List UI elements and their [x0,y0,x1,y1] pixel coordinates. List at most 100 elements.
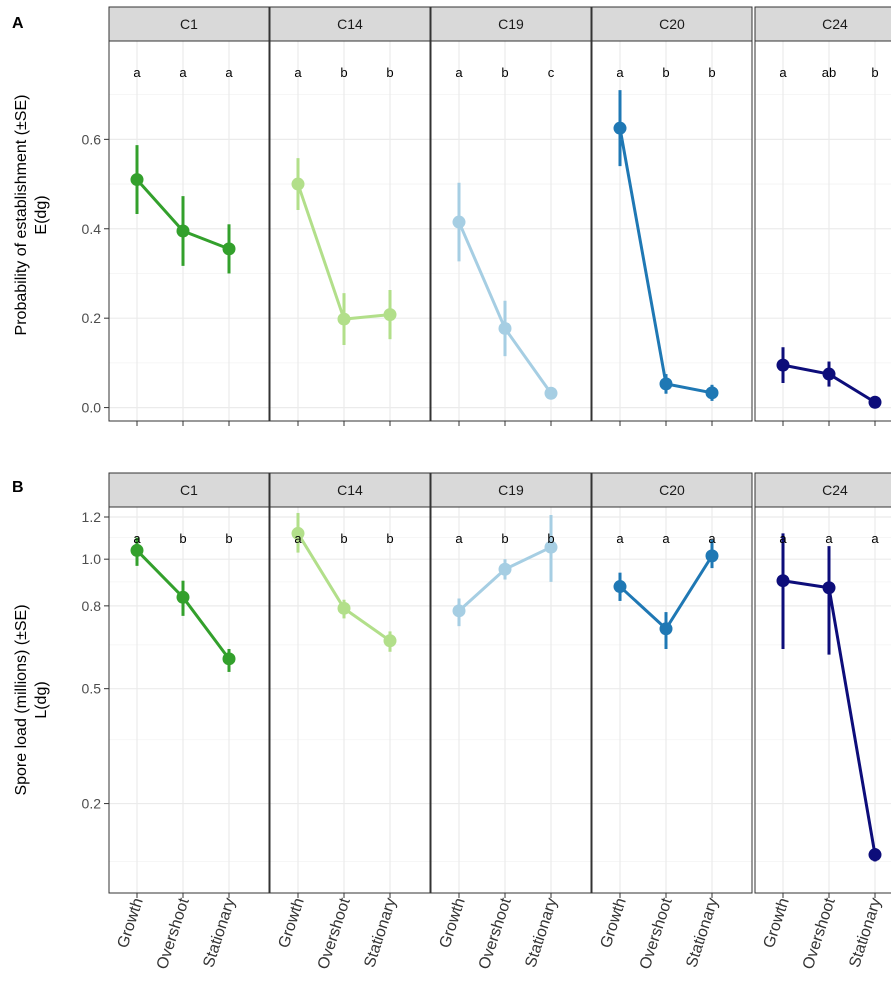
plot-bg-a-c14 [270,41,430,421]
panel-border-a-c1 [108,40,270,422]
panel-border-a-c14 [269,40,431,422]
y-tick-label-a-1: 0.2 [82,310,102,326]
facet-a-c19: C19 a b c [430,6,592,426]
strip-a-c20 [591,6,753,42]
facet-b-c24: C24 a a a Growth Overshoot Stationary [754,472,891,971]
x-tick-label-c14-stationary: Stationary [361,896,399,970]
data-point-c14-growth [291,177,305,191]
strip-label-a-c24: C24 [822,16,848,32]
facet-b-c19: C19 a b b Growth Overshoot Stationary [430,472,592,971]
significance-letter-c14-overshoot: b [340,531,347,546]
panel-border-b-c14 [269,506,431,894]
data-point-c14-overshoot [337,312,351,326]
y-tick-label-b-1: 0.5 [82,681,102,697]
data-point-c19-growth [452,215,466,229]
x-tick-label-c24-growth: Growth [761,896,793,950]
x-tick-label-c24-overshoot: Overshoot [800,895,839,971]
panel-letter-a: A [12,15,24,32]
data-point-c20-growth [613,121,627,135]
y-tick-label-b-4: 1.2 [82,509,102,525]
significance-letter-c20-overshoot: a [662,531,670,546]
strip-b-c19 [430,472,592,508]
x-tick-label-c20-stationary: Stationary [683,896,721,970]
significance-letter-c14-overshoot: b [340,65,347,80]
panel-border-a-c19 [430,40,592,422]
data-point-c14-overshoot [337,601,351,615]
data-point-c24-overshoot [822,367,836,381]
facet-a-c14: C14 a b b [269,6,431,426]
plot-bg-a-c24 [755,41,891,421]
x-tick-label-c19-overshoot: Overshoot [476,895,515,971]
strip-label-b-c1: C1 [180,482,198,498]
data-point-c1-growth [130,543,144,557]
significance-letter-c24-overshoot: a [825,531,833,546]
panel-border-a-c24 [754,40,891,422]
significance-letter-c19-stationary: c [548,65,555,80]
panel-b: Spore load (millions) (±SE) L(dg) 0.2 0.5… [13,472,891,971]
y-axis-label-b-line2: L(dg) [33,681,50,718]
strip-label-b-c24: C24 [822,482,848,498]
y-tick-label-b-3: 1.0 [82,551,102,567]
data-point-c20-overshoot [659,622,673,636]
x-tick-label-c20-growth: Growth [598,896,630,950]
plot-bg-a-c19 [431,41,591,421]
facet-a-c24: C24 a ab b [754,6,891,426]
significance-letter-c24-growth: a [779,65,787,80]
significance-letter-c1-stationary: b [225,531,232,546]
data-point-c24-stationary [868,395,882,409]
y-axis-label-b-line1: Spore load (millions) (±SE) [13,604,30,795]
y-tick-label-b-0: 0.2 [82,796,102,812]
plot-bg-b-c24 [755,507,891,893]
strip-label-b-c20: C20 [659,482,685,498]
significance-letter-c20-stationary: b [708,65,715,80]
data-point-c19-stationary [544,386,558,400]
x-tick-label-c14-growth: Growth [276,896,308,950]
facet-b-c20: C20 a a a Growth Overshoot Stationary [591,472,753,971]
significance-letter-c19-growth: a [455,65,463,80]
significance-letter-c19-overshoot: b [501,531,508,546]
data-point-c19-growth [452,604,466,618]
significance-letter-c20-stationary: a [708,531,716,546]
significance-letter-c1-growth: a [133,65,141,80]
significance-letter-c24-overshoot: ab [822,65,836,80]
strip-a-c19 [430,6,592,42]
significance-letter-c14-stationary: b [386,65,393,80]
significance-letter-c14-growth: a [294,65,302,80]
strip-label-a-c14: C14 [337,16,363,32]
significance-letter-c14-growth: a [294,531,302,546]
data-point-c20-stationary [705,386,719,400]
data-point-c24-growth [776,358,790,372]
panel-border-b-c20 [591,506,753,894]
data-point-c20-growth [613,580,627,594]
x-tick-label-c19-growth: Growth [437,896,469,950]
significance-letter-c20-growth: a [616,531,624,546]
y-tick-label-a-2: 0.4 [82,221,102,237]
strip-label-a-c20: C20 [659,16,685,32]
significance-letter-c1-growth: a [133,531,141,546]
strip-label-a-c19: C19 [498,16,524,32]
x-tick-label-c1-growth: Growth [115,896,147,950]
panel-border-a-c20 [591,40,753,422]
panel-a: Probability of establishment (±SE) E(dg)… [13,6,891,426]
significance-letter-c14-stationary: b [386,531,393,546]
strip-a-c1 [108,6,270,42]
significance-letter-c20-overshoot: b [662,65,669,80]
facet-a-c1: C1 a a a [108,6,270,426]
y-tick-label-b-2: 0.8 [82,598,102,614]
significance-letter-c1-overshoot: b [179,531,186,546]
data-point-c24-overshoot [822,581,836,595]
data-point-c24-growth [776,574,790,588]
plot-bg-b-c14 [270,507,430,893]
y-tick-label-a-3: 0.6 [82,131,102,147]
strip-a-c24 [754,6,891,42]
data-point-c1-stationary [222,652,236,666]
significance-letter-c24-growth: a [779,531,787,546]
significance-letter-c20-growth: a [616,65,624,80]
plot-bg-b-c1 [109,507,269,893]
facet-a-c20: C20 a b b [591,6,753,426]
x-tick-label-c19-stationary: Stationary [522,896,560,970]
significance-letter-c19-stationary: b [547,531,554,546]
data-point-c14-stationary [383,634,397,648]
x-tick-label-c1-overshoot: Overshoot [154,895,193,971]
